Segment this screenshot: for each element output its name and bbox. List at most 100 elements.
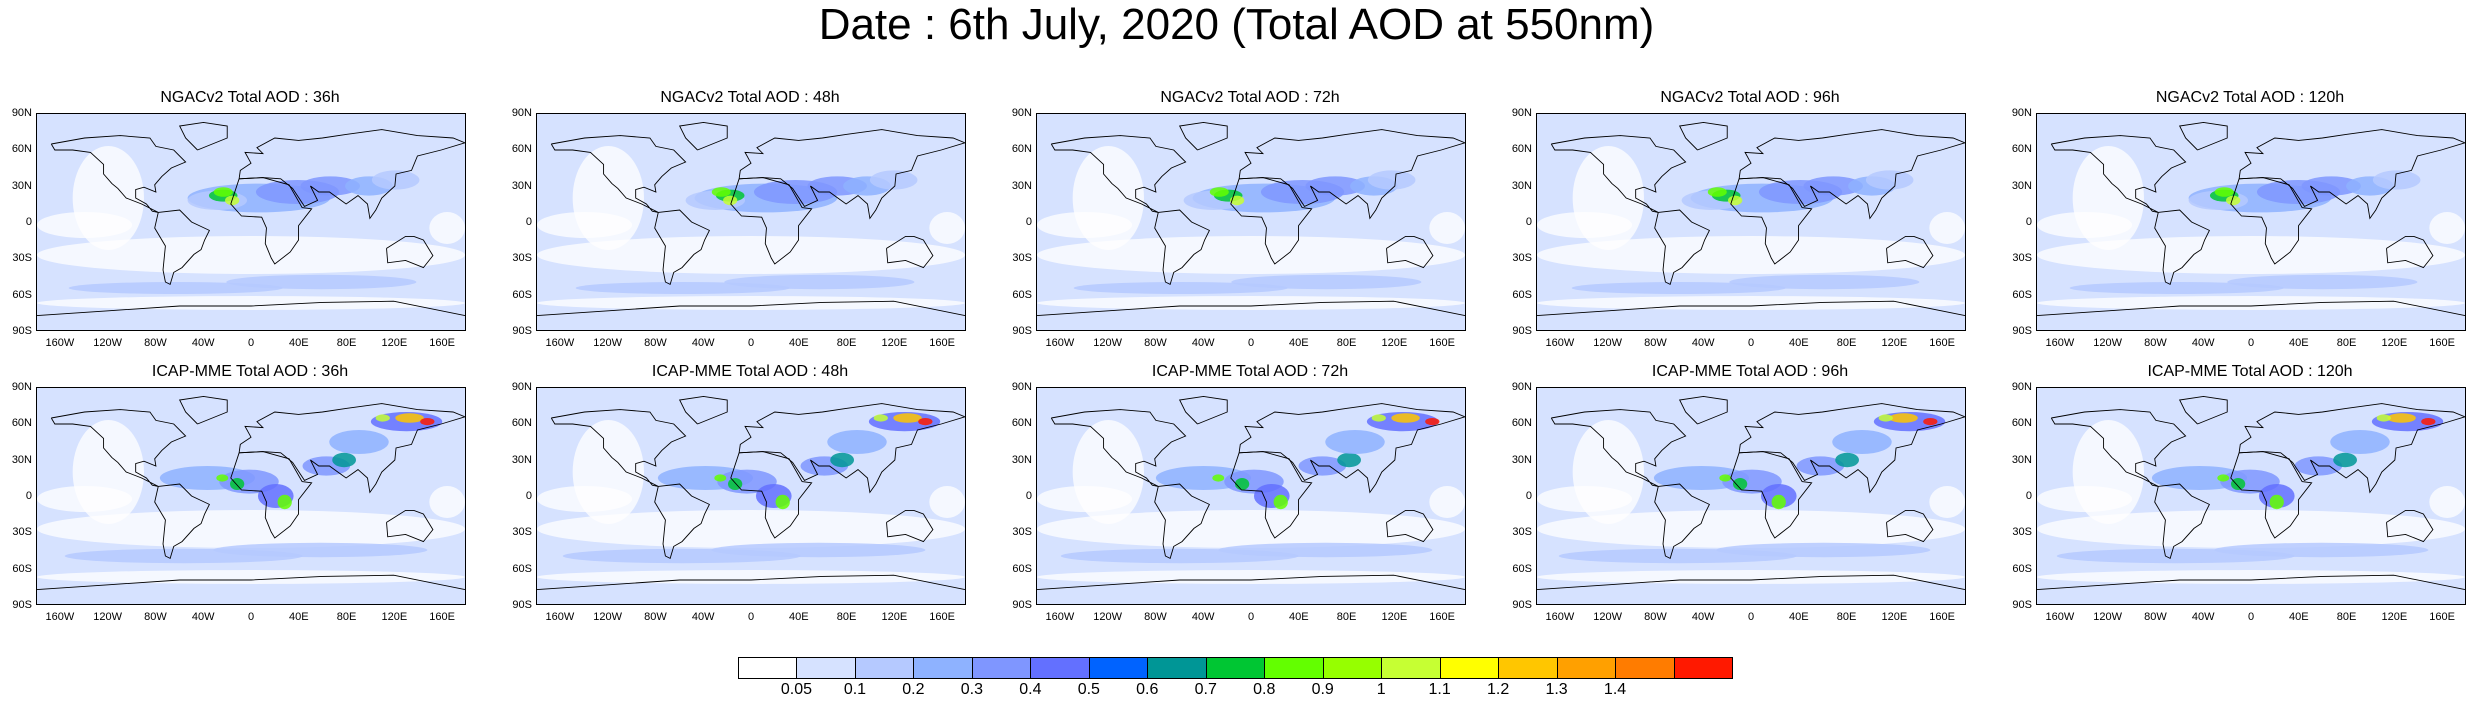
aod-plume [1803,176,1863,196]
coastline [50,409,187,487]
lat-tick-label: 30S [1512,526,1532,539]
lon-tick-label: 160E [429,611,455,623]
lat-tick-label: 30N [11,179,32,192]
aod-plume [1209,187,1229,197]
aod-plume [1729,274,1920,290]
lon-tick-label: 40E [1788,337,1809,349]
aod-plume [375,414,390,422]
low-aod-region [537,510,965,548]
aod-plume [213,542,428,558]
colorbar-label: 0.9 [1311,681,1334,698]
coastline [1537,300,1965,317]
aod-plume [1889,413,1918,423]
lat-tick-label: 30S [2012,526,2032,539]
lon-tick-label: 40W [1691,337,1715,349]
coastline [178,121,228,151]
aod-plume [300,176,360,196]
lat-tick-label: 90N [11,107,32,119]
aod-plume [918,418,933,426]
lat-tick-label: 0 [25,490,32,502]
aod-plume [216,474,229,482]
coastline [2238,129,2465,220]
aod-plume [723,195,738,206]
lat-tick-label: 90S [1012,325,1032,337]
lat-tick-label: 90S [2012,599,2032,611]
aod-plume [420,418,435,426]
lat-tick-label: 30N [1511,453,1532,466]
low-aod-region [1537,296,1965,310]
lat-tick-label: 90N [1511,381,1532,393]
aod-plume [1230,195,1245,206]
low-aod-region [37,486,133,512]
colorbar-swatch [1673,657,1733,679]
colorbar-swatch [1030,657,1090,679]
lon-tick-label: 40E [788,611,809,623]
aod-plume [1218,542,1433,558]
low-aod-region [929,486,965,518]
aod-plume [2217,474,2230,482]
coastline [1678,121,1728,151]
lat-tick-label: 60S [1512,562,1532,575]
lon-tick-label: 120W [1093,611,1123,623]
lat-tick-label: 30S [1012,526,1032,539]
aod-plume [869,170,918,190]
lat-tick-label: 60S [2012,562,2032,575]
coastline [1238,403,1465,494]
lat-tick-label: 60S [512,288,532,301]
coastline [230,177,313,265]
coastline [2238,403,2465,494]
aod-map [2037,114,2465,330]
lon-tick-label: 80E [1836,337,1857,349]
aod-map [37,114,465,330]
colorbar-label: 1.4 [1603,681,1627,698]
coastline [550,409,687,487]
lon-tick-label: 40E [1288,337,1309,349]
colorbar-label: 0.1 [843,681,867,698]
coastline [2230,177,2313,265]
aod-plume [2333,452,2358,468]
colorbar-label: 0.3 [960,681,983,698]
aod-plume [1391,413,1420,423]
coastline [2037,300,2465,317]
aod-plume [1771,494,1786,510]
lon-tick-label: 160E [1429,337,1455,349]
aod-plume [2214,187,2234,197]
lat-tick-label: 30N [11,453,32,466]
lon-tick-label: 80W [644,611,667,623]
lat-tick-label: 60N [1511,417,1532,430]
coastline [238,403,465,494]
map-frame [536,387,966,605]
low-aod-region [2037,236,2465,274]
aod-plume [1865,170,1914,190]
lon-tick-label: 40W [2191,337,2215,349]
lon-tick-label: 120W [593,337,623,349]
colorbar-label: 0.6 [1136,681,1159,698]
lon-tick-label: 40W [191,611,215,623]
low-aod-region [537,570,965,584]
aod-plume [2227,274,2418,290]
low-aod-region [2037,486,2133,512]
map-panel: ICAP-MME Total AOD : 36h 90N 60N 30N 0 30S 60S… [0,362,500,692]
aod-map [2037,388,2465,604]
lat-tick-label: 90N [1011,107,1032,119]
lon-tick-label: 40E [288,337,309,349]
low-aod-region [1537,212,1633,238]
coastline [678,121,728,151]
lat-tick-label: 60N [2011,143,2032,156]
lon-tick-label: 80E [336,337,357,349]
lat-tick-label: 60N [1011,143,1032,156]
coastline [230,451,313,539]
coastline [1154,209,1210,286]
lon-tick-label: 160E [929,611,955,623]
lat-tick-label: 90N [2011,107,2032,119]
lat-tick-label: 60S [512,562,532,575]
coastline [1230,451,1313,539]
coastline [1537,574,1965,591]
map-panel: NGACv2 Total AOD : 36h 90N 60N 30N 0 30S 60S 90… [0,88,500,418]
aod-plume [277,494,292,510]
map-panel: NGACv2 Total AOD : 96h 90N 60N 30N 0 30S 60S 90… [1500,88,2000,418]
lon-tick-label: 120W [1093,337,1123,349]
low-aod-region [1037,570,1465,584]
low-aod-region [1037,296,1465,310]
lon-tick-label: 160W [2045,611,2075,623]
